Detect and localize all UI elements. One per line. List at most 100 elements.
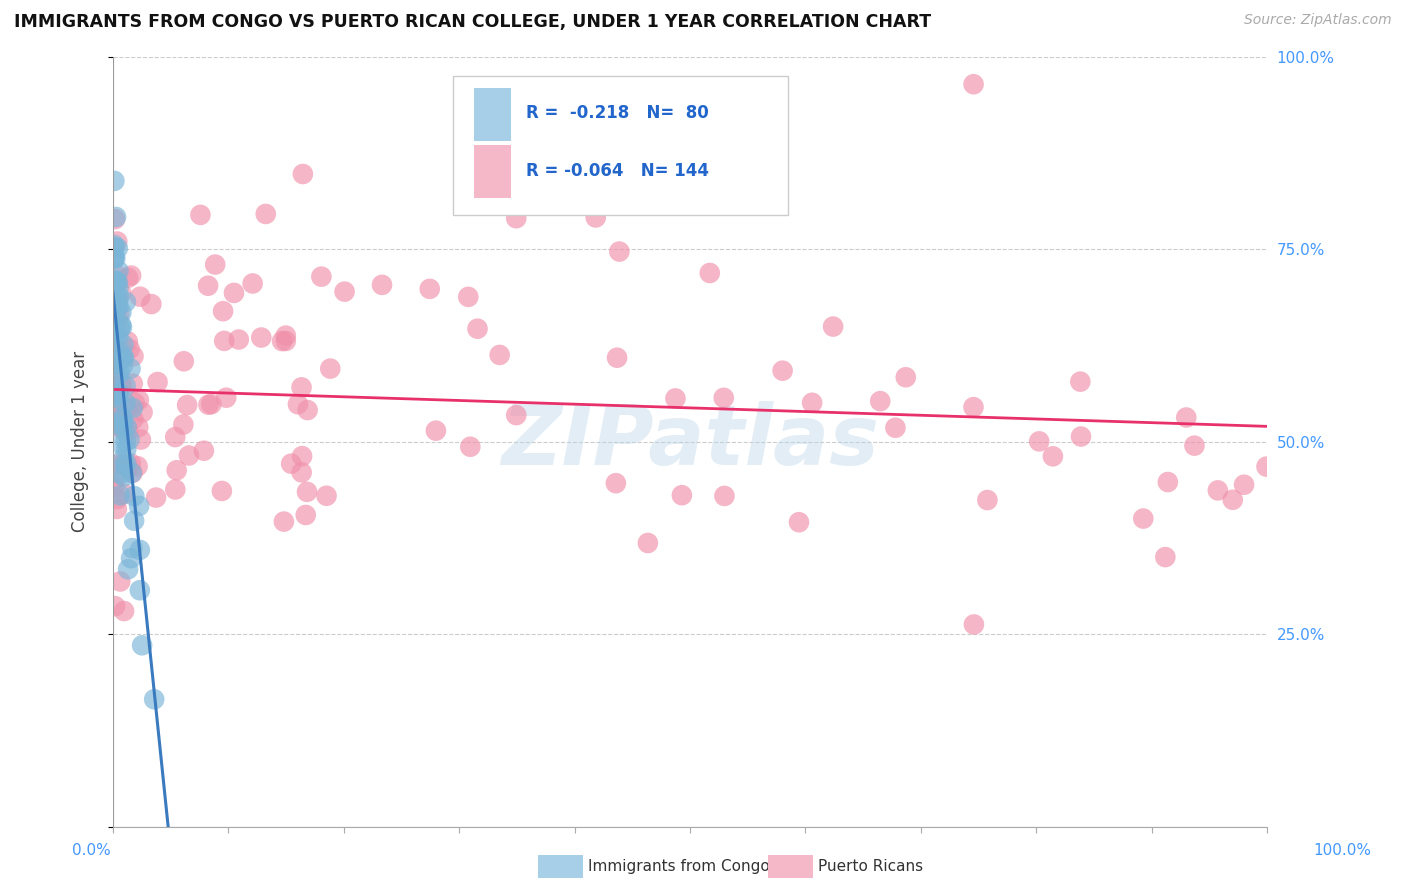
Point — [121, 466, 143, 480]
Text: IMMIGRANTS FROM CONGO VS PUERTO RICAN COLLEGE, UNDER 1 YEAR CORRELATION CHART: IMMIGRANTS FROM CONGO VS PUERTO RICAN CO… — [14, 13, 931, 31]
Point — [108, 415, 131, 429]
Point — [1154, 550, 1177, 565]
Point — [111, 320, 134, 334]
Point — [110, 305, 132, 319]
Point — [105, 398, 128, 412]
Point — [112, 487, 135, 501]
Point — [103, 302, 125, 317]
Point — [1206, 483, 1229, 498]
Point — [107, 331, 129, 345]
Point — [212, 304, 235, 318]
Point — [1069, 375, 1091, 389]
Point — [962, 77, 984, 91]
Point — [105, 492, 128, 507]
Point — [176, 398, 198, 412]
Point — [1256, 459, 1278, 474]
Point — [104, 304, 127, 318]
Point — [108, 352, 131, 367]
Point — [103, 480, 125, 494]
Point — [105, 502, 128, 516]
Point — [107, 387, 129, 401]
Point — [488, 348, 510, 362]
Point — [121, 401, 143, 415]
Point — [823, 319, 845, 334]
Point — [104, 212, 127, 227]
Point — [104, 324, 127, 338]
Point — [107, 281, 129, 295]
Point — [274, 334, 297, 348]
Point — [108, 290, 131, 304]
Point — [772, 364, 794, 378]
Point — [211, 483, 233, 498]
Point — [110, 318, 132, 332]
Text: 0.0%: 0.0% — [72, 843, 111, 857]
Point — [110, 574, 132, 589]
Point — [193, 443, 215, 458]
Point — [114, 458, 136, 472]
Point — [894, 370, 917, 384]
Point — [110, 285, 132, 300]
Point — [117, 424, 139, 438]
Point — [105, 210, 128, 224]
Text: Source: ZipAtlas.com: Source: ZipAtlas.com — [1244, 13, 1392, 28]
Point — [419, 282, 441, 296]
Point — [108, 412, 131, 426]
Point — [115, 442, 138, 457]
Point — [115, 434, 138, 449]
Point — [585, 211, 607, 225]
Point — [103, 298, 125, 312]
Point — [103, 287, 125, 301]
Point — [107, 385, 129, 400]
Point — [165, 483, 187, 497]
Point — [122, 412, 145, 426]
Point — [108, 366, 131, 380]
Point — [121, 376, 143, 391]
Point — [107, 276, 129, 290]
Point — [124, 396, 146, 410]
Point — [273, 515, 295, 529]
Point — [115, 419, 138, 434]
Point — [605, 476, 627, 491]
Point — [103, 473, 125, 487]
Point — [200, 397, 222, 411]
Point — [145, 491, 167, 505]
Point — [505, 408, 527, 422]
Point — [103, 343, 125, 357]
Point — [141, 297, 163, 311]
Point — [295, 484, 318, 499]
Point — [112, 452, 135, 467]
Point — [108, 350, 131, 364]
Point — [146, 375, 169, 389]
Point — [787, 515, 810, 529]
Point — [105, 235, 128, 249]
Point — [290, 380, 312, 394]
Point — [114, 396, 136, 410]
Point — [105, 392, 128, 407]
Point — [112, 604, 135, 618]
Point — [1157, 475, 1180, 489]
Point — [104, 274, 127, 288]
Point — [104, 276, 127, 290]
Point — [103, 405, 125, 419]
Point — [467, 322, 489, 336]
Point — [110, 458, 132, 472]
Point — [190, 208, 212, 222]
Point — [111, 353, 134, 368]
Point — [250, 330, 273, 344]
Point — [122, 349, 145, 363]
Point — [1042, 450, 1064, 464]
Point — [371, 277, 394, 292]
Point — [107, 314, 129, 328]
Point — [128, 583, 150, 598]
Point — [103, 390, 125, 404]
Point — [120, 361, 142, 376]
Point — [120, 268, 142, 283]
Point — [110, 421, 132, 435]
Point — [110, 467, 132, 482]
Point — [107, 241, 129, 255]
Text: Immigrants from Congo: Immigrants from Congo — [588, 859, 769, 873]
Point — [112, 469, 135, 483]
Point — [108, 386, 131, 401]
Point — [115, 294, 138, 309]
Point — [103, 250, 125, 264]
